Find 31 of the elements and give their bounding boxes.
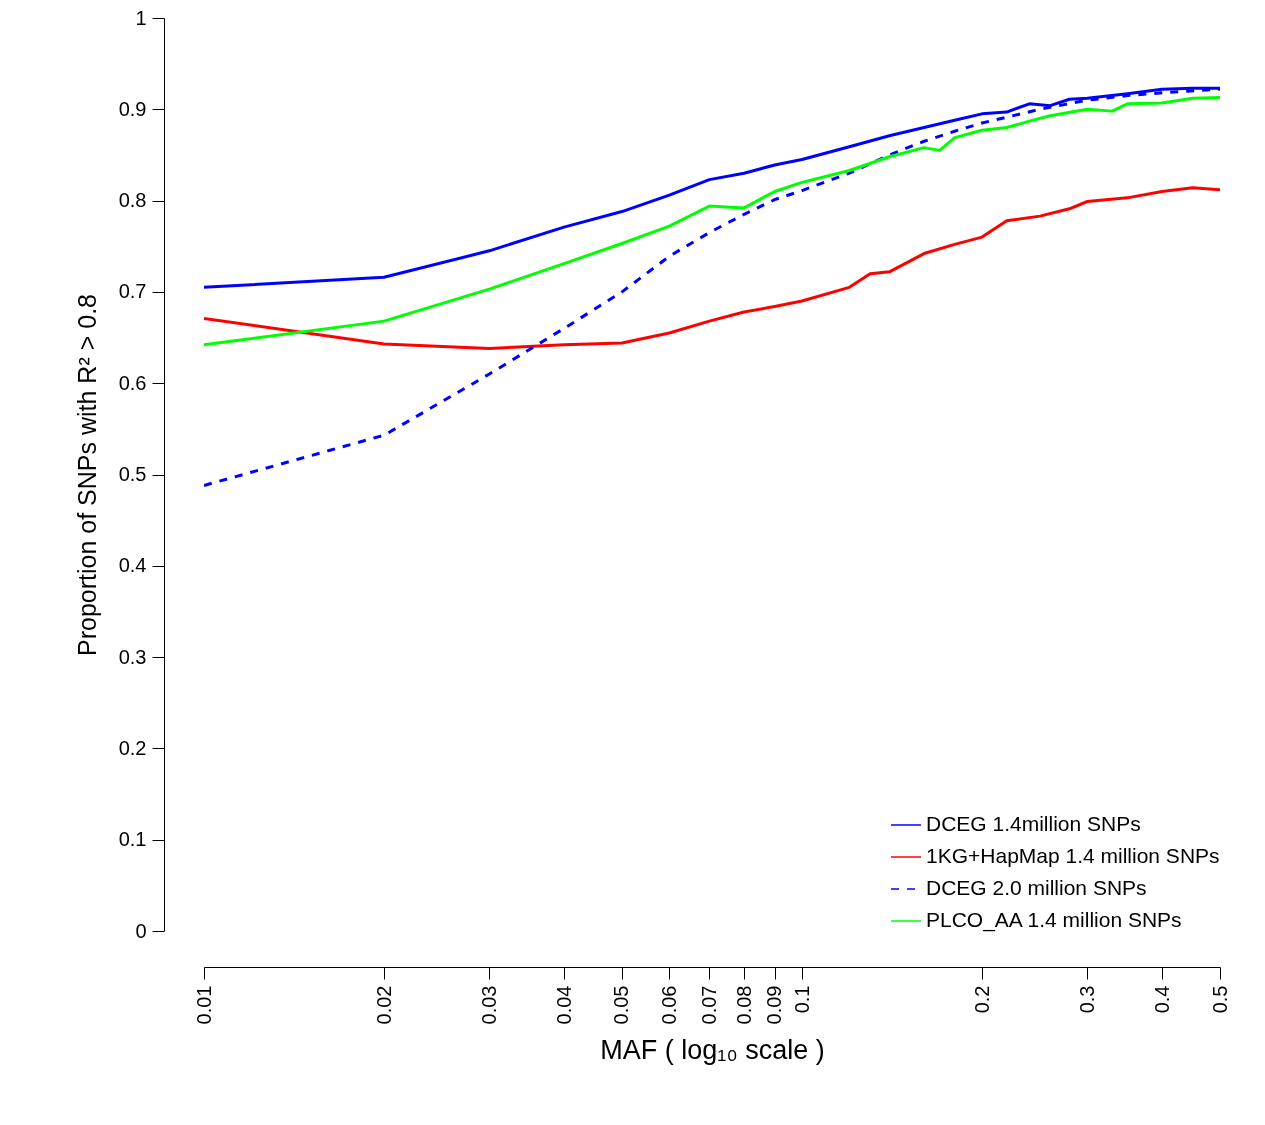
x-tick-label: 0.05 — [610, 985, 633, 1025]
x-axis-title: MAF ( log₁₀ scale ) — [600, 1035, 825, 1066]
x-tick-label: 0.06 — [657, 985, 680, 1025]
x-tick-label: 0.3 — [1075, 985, 1098, 1014]
x-tick-label: 0.2 — [970, 985, 993, 1014]
y-tick-label: 0.5 — [118, 463, 147, 485]
x-tick-label: 0.4 — [1150, 985, 1173, 1014]
y-tick-label: 0.6 — [118, 371, 147, 394]
x-tick-label: 0.09 — [763, 985, 786, 1025]
y-tick-label: 1 — [135, 6, 147, 29]
y-tick-label: 0.3 — [118, 645, 147, 668]
legend-label: PLCO_AA 1.4 million SNPs — [926, 908, 1182, 932]
y-tick-label: 0.1 — [118, 828, 147, 851]
y-tick-label: 0.2 — [118, 736, 147, 759]
y-tick-label: 0 — [135, 919, 147, 942]
legend-label: DCEG 1.4million SNPs — [926, 812, 1141, 835]
y-tick-label: 0.8 — [118, 189, 147, 212]
x-tick-label: 0.5 — [1208, 985, 1231, 1014]
legend-label: DCEG 2.0 million SNPs — [926, 876, 1147, 899]
x-tick-label: 0.03 — [477, 985, 500, 1025]
x-tick-label: 0.04 — [552, 985, 575, 1025]
x-tick-label: 0.08 — [732, 985, 755, 1025]
y-tick-label: 0.9 — [118, 97, 147, 120]
x-tick-label: 0.1 — [790, 985, 813, 1014]
y-tick-label: 0.4 — [118, 554, 147, 577]
y-tick-label: 0.7 — [118, 280, 147, 303]
x-tick-label: 0.01 — [192, 985, 215, 1025]
y-axis-title: Proportion of SNPs with R² > 0.8 — [72, 294, 101, 656]
legend-label: 1KG+HapMap 1.4 million SNPs — [926, 844, 1220, 867]
x-tick-label: 0.07 — [697, 985, 720, 1025]
x-tick-label: 0.02 — [372, 985, 395, 1025]
